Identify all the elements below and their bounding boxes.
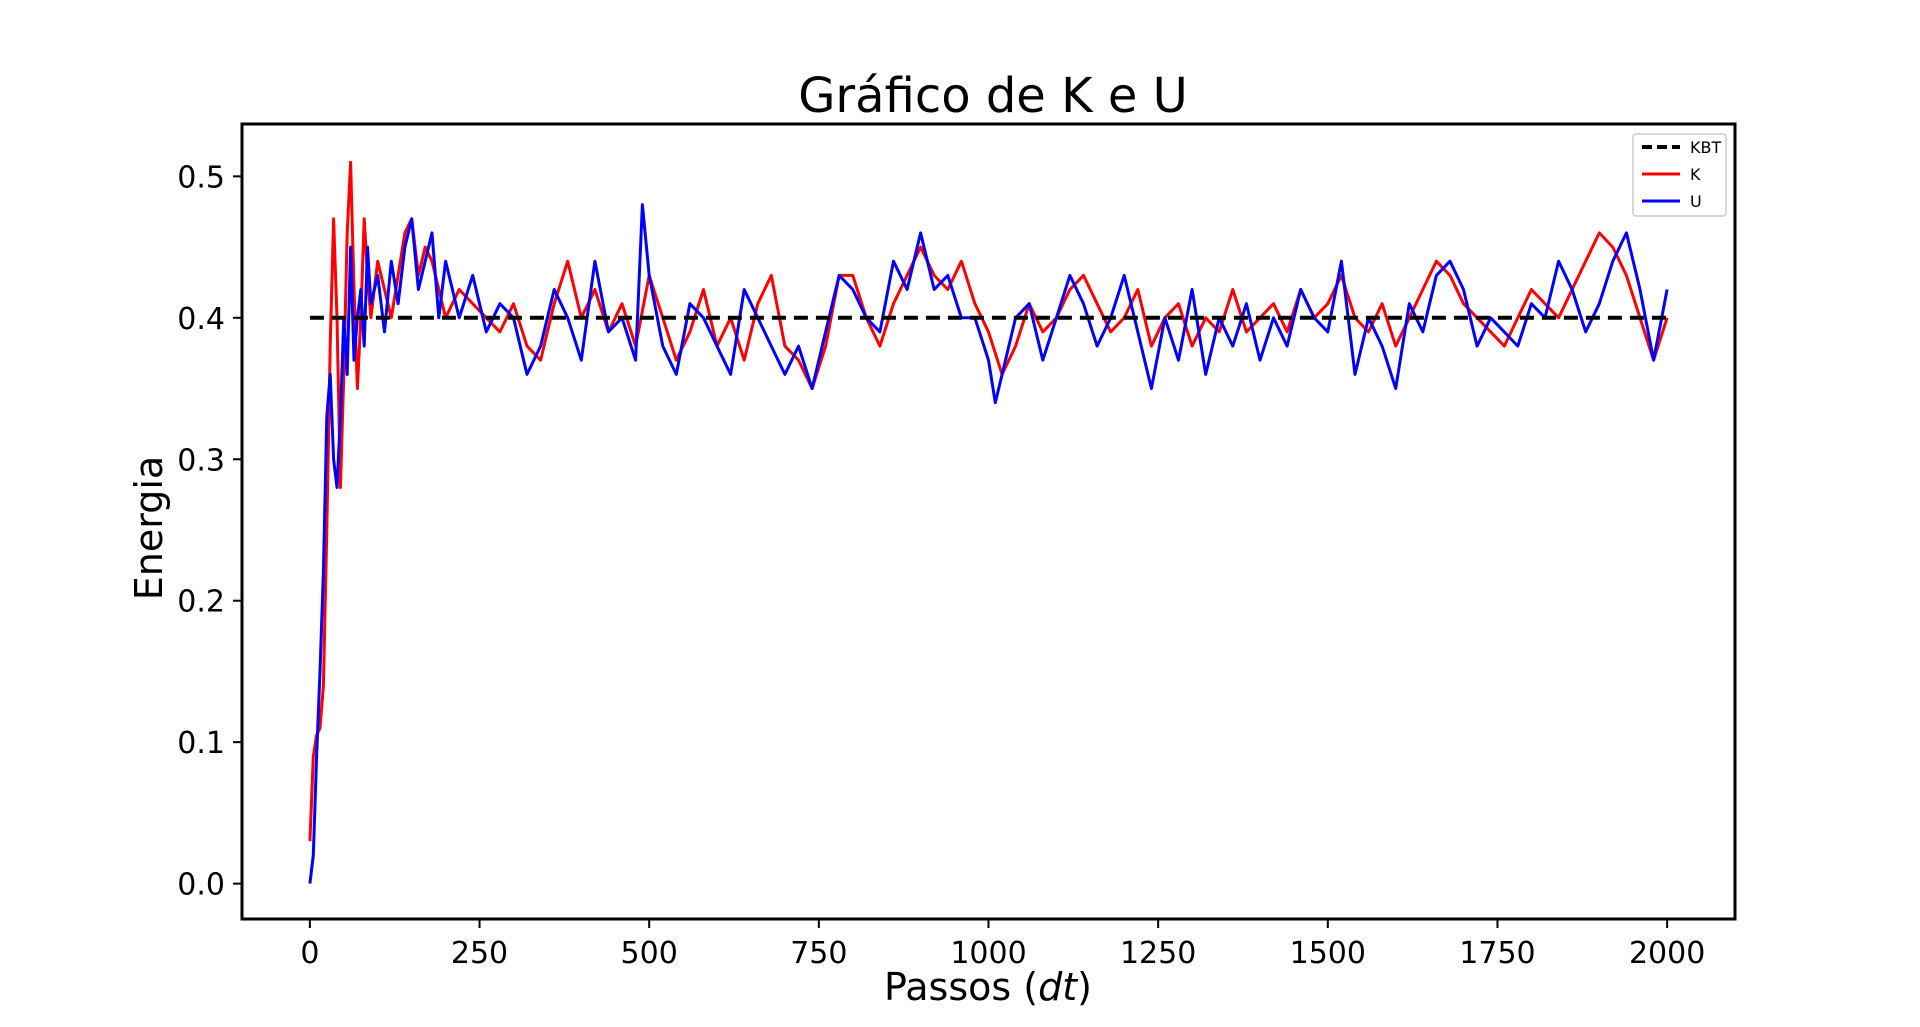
x-tick-label: 2000 [1629,936,1705,971]
chart-title: Gráfico de K e U [798,68,1188,124]
x-axis-label-main: Passos ( [884,965,1038,1009]
x-axis-label: Passos (dt) [884,965,1092,1009]
y-axis-label: Energia [127,456,171,600]
x-tick-label: 1000 [950,936,1026,971]
series-line-k [308,160,1669,842]
legend-label-u: U [1690,192,1702,211]
y-tick-label: 0.0 [177,868,225,903]
x-tick-label: 500 [621,936,678,971]
y-tick-label: 0.1 [177,726,225,761]
y-tick-label: 0.2 [177,585,225,620]
x-tick-label: 750 [790,936,847,971]
series-line-u [308,203,1669,884]
x-tick-label: 1250 [1120,936,1196,971]
legend-label-k: K [1690,165,1701,184]
x-axis-label-close: ) [1077,965,1092,1009]
x-tick-label: 250 [451,936,508,971]
axes-frame [240,122,1737,921]
y-tick-label: 0.3 [177,443,225,478]
x-axis: 0 250 500 750 1000 1250 1500 1750 2000 [300,919,1705,971]
y-tick-label: 0.5 [177,160,225,195]
y-axis: 0.0 0.1 0.2 0.3 0.4 0.5 [177,160,242,903]
x-tick-label: 1750 [1459,936,1535,971]
x-axis-label-italic: dt [1038,965,1079,1009]
y-tick-label: 0.4 [177,302,225,337]
plot-area [308,160,1669,884]
legend-label-kbt: KBT [1690,138,1721,157]
x-tick-label: 1500 [1290,936,1366,971]
x-tick-label: 0 [300,936,319,971]
legend: KBT KU [1632,133,1727,217]
